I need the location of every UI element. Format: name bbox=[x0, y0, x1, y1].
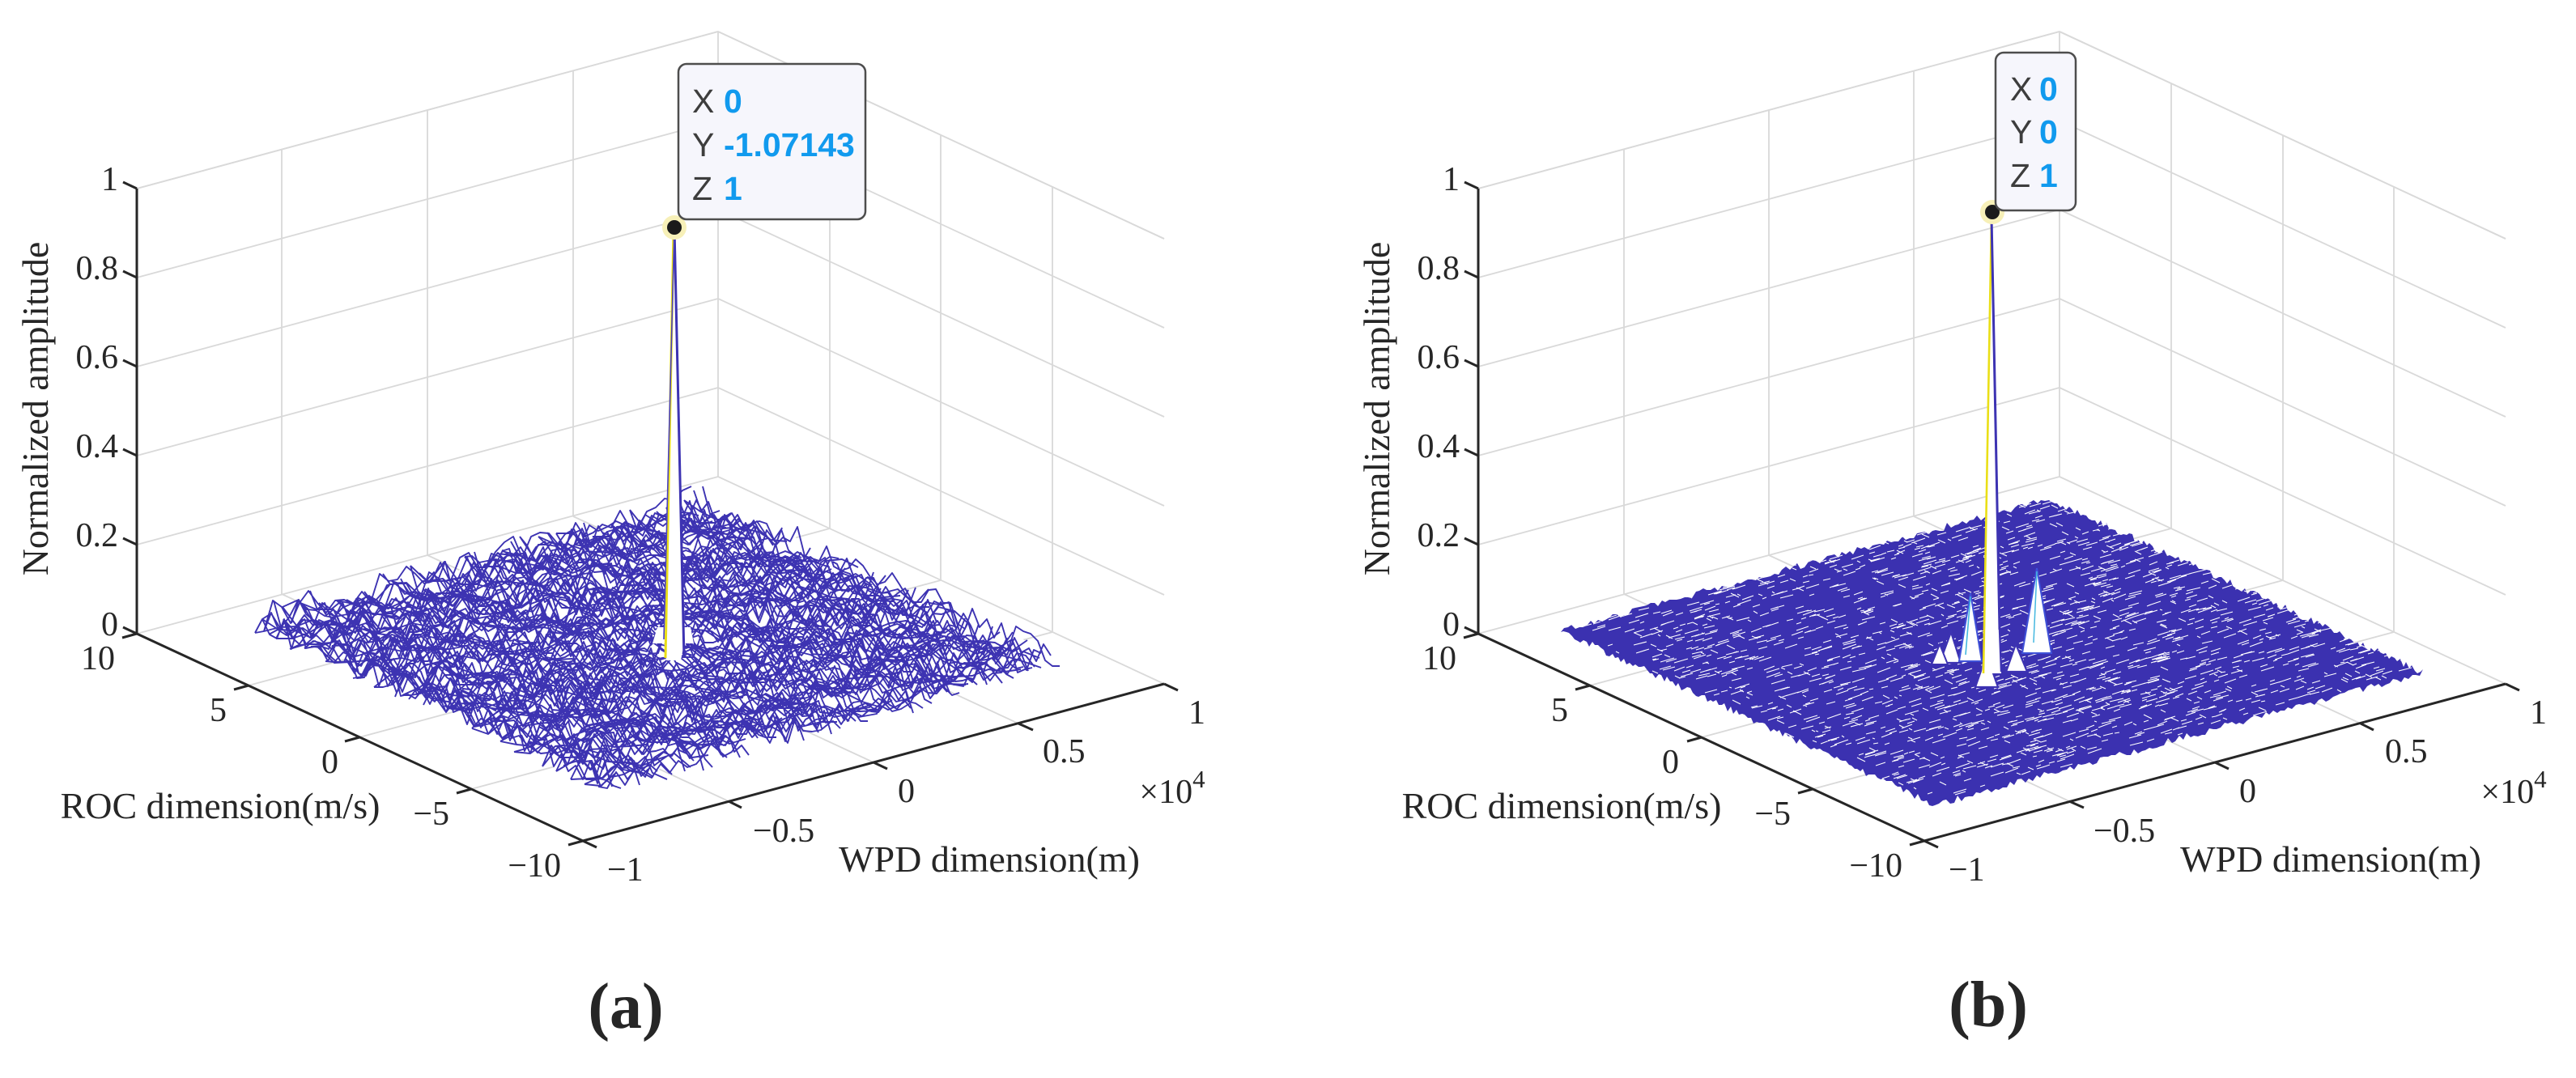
svg-text:1: 1 bbox=[1443, 161, 1460, 198]
svg-text:WPD dimension(m): WPD dimension(m) bbox=[839, 838, 1140, 880]
svg-text:0.5: 0.5 bbox=[1043, 733, 1086, 770]
svg-text:0.8: 0.8 bbox=[1418, 250, 1460, 287]
svg-text:0.8: 0.8 bbox=[76, 250, 119, 287]
svg-text:10: 10 bbox=[81, 640, 115, 677]
svg-text:0.5: 0.5 bbox=[2385, 733, 2428, 770]
svg-text:−1: −1 bbox=[1949, 851, 1985, 889]
svg-text:Y: Y bbox=[2010, 113, 2032, 151]
svg-text:X: X bbox=[692, 83, 714, 120]
svg-text:0.2: 0.2 bbox=[76, 517, 119, 554]
svg-text:0: 0 bbox=[724, 83, 742, 120]
svg-text:(a): (a) bbox=[588, 971, 663, 1042]
svg-text:-1.07143: -1.07143 bbox=[724, 126, 855, 163]
svg-text:Z: Z bbox=[2010, 157, 2030, 194]
svg-text:1: 1 bbox=[2530, 694, 2547, 732]
svg-text:0: 0 bbox=[1443, 606, 1460, 643]
svg-text:Normalized amplitude: Normalized amplitude bbox=[1356, 242, 1397, 576]
svg-text:−0.5: −0.5 bbox=[753, 813, 814, 850]
svg-text:0.6: 0.6 bbox=[1418, 339, 1460, 376]
svg-text:0: 0 bbox=[2039, 70, 2058, 108]
svg-text:0: 0 bbox=[2239, 773, 2256, 810]
svg-text:0: 0 bbox=[1662, 744, 1679, 781]
svg-text:Z: Z bbox=[692, 170, 712, 207]
svg-text:0.4: 0.4 bbox=[1418, 428, 1460, 465]
svg-text:5: 5 bbox=[210, 692, 227, 729]
svg-text:0: 0 bbox=[101, 606, 118, 643]
svg-text:−5: −5 bbox=[1754, 796, 1791, 833]
svg-text:0: 0 bbox=[2039, 113, 2058, 151]
svg-text:(b): (b) bbox=[1949, 970, 2028, 1041]
svg-text:−0.5: −0.5 bbox=[2094, 813, 2155, 850]
svg-text:Y: Y bbox=[692, 126, 714, 163]
svg-text:0.4: 0.4 bbox=[76, 428, 119, 465]
svg-text:1: 1 bbox=[2039, 157, 2058, 194]
svg-text:1: 1 bbox=[724, 170, 742, 207]
svg-text:WPD dimension(m): WPD dimension(m) bbox=[2180, 838, 2481, 880]
svg-text:5: 5 bbox=[1551, 692, 1568, 729]
svg-text:−10: −10 bbox=[508, 847, 561, 885]
svg-text:1: 1 bbox=[101, 161, 118, 198]
svg-text:10: 10 bbox=[1422, 640, 1456, 677]
svg-text:−1: −1 bbox=[607, 851, 644, 889]
svg-text:−10: −10 bbox=[1849, 847, 1902, 885]
svg-text:ROC dimension(m/s): ROC dimension(m/s) bbox=[61, 785, 380, 826]
svg-text:ROC dimension(m/s): ROC dimension(m/s) bbox=[1402, 785, 1722, 826]
svg-text:0: 0 bbox=[898, 773, 915, 810]
svg-text:Normalized amplitude: Normalized amplitude bbox=[15, 242, 56, 576]
svg-text:0.6: 0.6 bbox=[76, 339, 119, 376]
svg-text:−5: −5 bbox=[413, 796, 449, 833]
svg-text:0.2: 0.2 bbox=[1418, 517, 1460, 554]
svg-text:0: 0 bbox=[321, 744, 338, 781]
svg-text:X: X bbox=[2010, 70, 2032, 108]
svg-text:1: 1 bbox=[1188, 694, 1205, 732]
